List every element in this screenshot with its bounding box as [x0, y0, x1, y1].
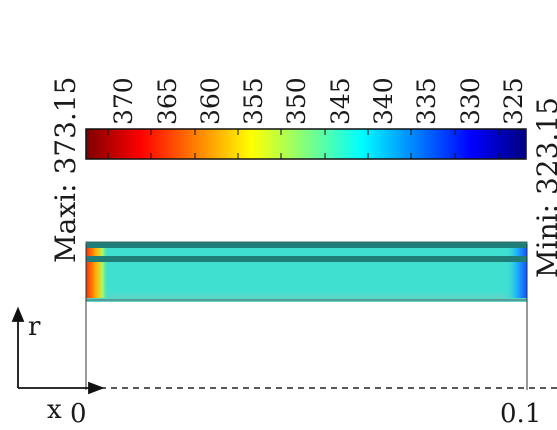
temperature-field	[85, 241, 528, 302]
x-end-label: 0.1	[500, 399, 542, 429]
colorbar	[85, 128, 527, 160]
colorbar-ticks	[107, 129, 499, 159]
x-arrow-head	[88, 381, 105, 395]
hot-boundary	[86, 248, 108, 298]
x-axis-label: x	[47, 395, 62, 425]
coordinate-axes	[11, 306, 105, 395]
x-start-label: 0	[70, 399, 87, 429]
top-wall	[86, 242, 527, 248]
r-arrow-head	[11, 306, 25, 322]
center-line	[86, 256, 527, 262]
r-axis-label: r	[28, 312, 41, 342]
field-lower-band	[86, 291, 527, 302]
cold-boundary	[505, 248, 527, 298]
